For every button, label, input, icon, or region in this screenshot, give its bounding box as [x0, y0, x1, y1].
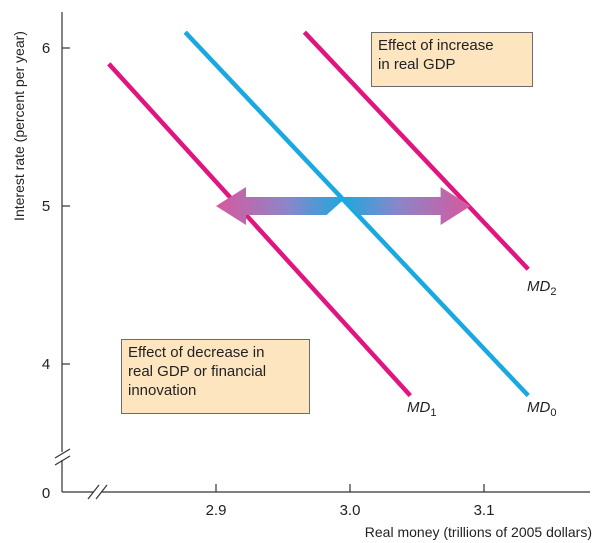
- md0-curve: [183, 30, 530, 398]
- decrease-annotation-line-3: innovation: [128, 382, 197, 399]
- md0-label-name: MD: [527, 399, 550, 416]
- md0-label: MD0: [527, 399, 556, 419]
- md1-label: MD1: [407, 399, 436, 419]
- increase-annotation-box: Effect of increase in real GDP: [371, 32, 533, 87]
- md1-label-name: MD: [407, 399, 430, 416]
- md2-label-subscript: 2: [550, 286, 556, 298]
- x-axis-title: Real money (trillions of 2005 dollars): [365, 524, 592, 540]
- y-tick-label-5: 5: [42, 198, 50, 215]
- left-shift-arrow: [216, 187, 347, 225]
- right-shift-arrow: [340, 187, 471, 225]
- md2-label: MD2: [527, 278, 556, 298]
- y-axis-title: Interest rate (percent per year): [11, 31, 27, 221]
- x-tick-label-3-0: 3.0: [340, 502, 361, 519]
- y-tick-label-6: 6: [42, 40, 50, 57]
- y-axis-break-gap: [57, 452, 67, 460]
- decrease-annotation-line-2: real GDP or financial: [128, 363, 267, 380]
- x-axis-break-gap: [94, 487, 102, 497]
- x-axis-break-mark-1: [87, 484, 100, 500]
- md1-curve: [107, 62, 412, 398]
- y-axis-break-mark-1: [54, 448, 71, 459]
- x-tick-label-2-9: 2.9: [206, 502, 227, 519]
- x-axis-break-mark-2: [95, 484, 108, 500]
- x-tick-label-3-1: 3.1: [474, 502, 495, 519]
- md1-label-subscript: 1: [430, 407, 436, 419]
- y-tick-label-4: 4: [42, 356, 50, 373]
- md2-label-name: MD: [527, 278, 550, 295]
- origin-label: 0: [42, 485, 50, 502]
- md0-label-subscript: 0: [550, 407, 556, 419]
- increase-annotation-line-2: in real GDP: [378, 56, 456, 73]
- decrease-annotation-box: Effect of decrease in real GDP or financ…: [121, 339, 310, 414]
- y-axis-break-mark-2: [54, 455, 71, 466]
- decrease-annotation-line-1: Effect of decrease in: [128, 344, 265, 361]
- md2-curve: [302, 30, 530, 271]
- increase-annotation-line-1: Effect of increase: [378, 37, 494, 54]
